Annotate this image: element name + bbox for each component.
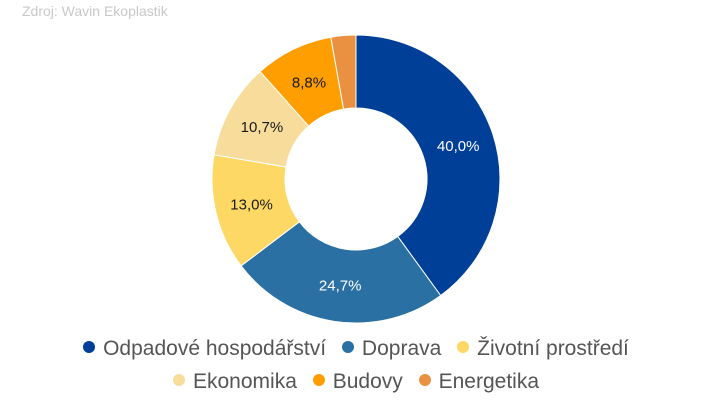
legend-item-ekonomika[interactable]: Ekonomika	[172, 370, 297, 394]
legend-dot-icon	[312, 374, 325, 386]
legend-item-doprava[interactable]: Doprava	[341, 337, 441, 361]
donut-segments	[211, 34, 501, 324]
donut-segment-doprava[interactable]	[240, 221, 442, 324]
legend-item-zivotni-prostredi[interactable]: Životní prostředí	[457, 337, 629, 361]
donut-chart: 40,0% 24,7% 13,0% 10,7% 8,8%	[211, 34, 501, 324]
legend-item-odpadove-hospodarstvi[interactable]: Odpadové hospodářství	[83, 337, 326, 361]
legend-dot-icon	[341, 341, 354, 353]
legend-item-energetika[interactable]: Energetika	[418, 370, 539, 394]
donut-segment-odpadové-hospodářství[interactable]	[355, 34, 501, 297]
legend-item-budovy[interactable]: Budovy	[312, 370, 403, 394]
segment-value-label: 8,8%	[292, 74, 326, 91]
segment-value-label: 13,0%	[230, 196, 273, 213]
legend-dot-icon	[172, 374, 185, 386]
legend-dot-icon	[418, 374, 431, 386]
segment-value-label: 40,0%	[437, 138, 480, 155]
donut-labels: 40,0% 24,7% 13,0% 10,7% 8,8%	[230, 74, 479, 294]
source-note: Zdroj: Wavin Ekoplastik	[22, 3, 168, 19]
legend-row-2: Ekonomika Budovy Energetika	[0, 370, 712, 394]
segment-value-label: 24,7%	[319, 277, 362, 294]
legend-dot-icon	[457, 341, 470, 353]
donut-segment-energetika[interactable]	[330, 34, 357, 110]
legend-row-1: Odpadové hospodářství Doprava Životní pr…	[0, 337, 712, 361]
legend-dot-icon	[83, 341, 96, 353]
segment-value-label: 10,7%	[241, 119, 284, 136]
